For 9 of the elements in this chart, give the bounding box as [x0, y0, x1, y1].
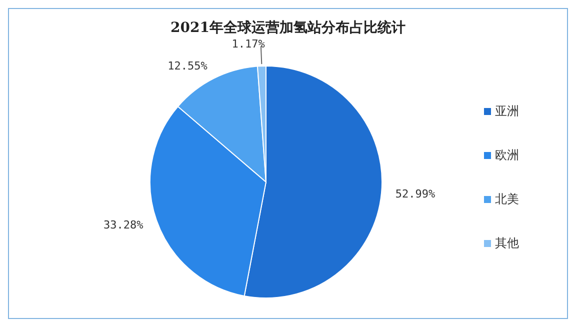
data-label: 52.99% — [395, 188, 436, 201]
legend-label: 其他 — [495, 236, 519, 250]
legend-label: 亚洲 — [495, 104, 519, 118]
data-label: 1.17% — [232, 38, 266, 51]
data-label: 12.55% — [168, 59, 208, 72]
legend-label: 欧洲 — [495, 148, 519, 162]
legend-label: 北美 — [495, 192, 519, 206]
chart-title: 2021年全球运营加氢站分布占比统计 — [170, 19, 406, 37]
data-label: 33.28% — [104, 218, 144, 232]
